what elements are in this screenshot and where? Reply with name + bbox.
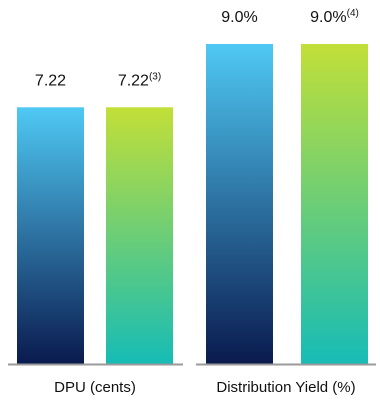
chart-panel-1: 7.22 7.22(3) DPU (cents)	[8, 71, 183, 396]
data-label-2-1: 9.0%	[221, 9, 257, 26]
x-axis-label-1: DPU (cents)	[54, 379, 136, 396]
data-label-1-1: 7.22	[35, 72, 66, 89]
bar-1-2	[106, 107, 173, 365]
bar-2-1	[206, 44, 273, 364]
bar-2-2	[301, 44, 368, 364]
data-label-1-2: 7.22(3)	[118, 71, 161, 89]
data-label-2-2: 9.0%(4)	[310, 8, 359, 26]
x-axis-label-2: Distribution Yield (%)	[216, 379, 355, 396]
chart-panel-2: 9.0% 9.0%(4) Distribution Yield (%)	[196, 8, 376, 396]
bar-1-1	[17, 107, 84, 365]
